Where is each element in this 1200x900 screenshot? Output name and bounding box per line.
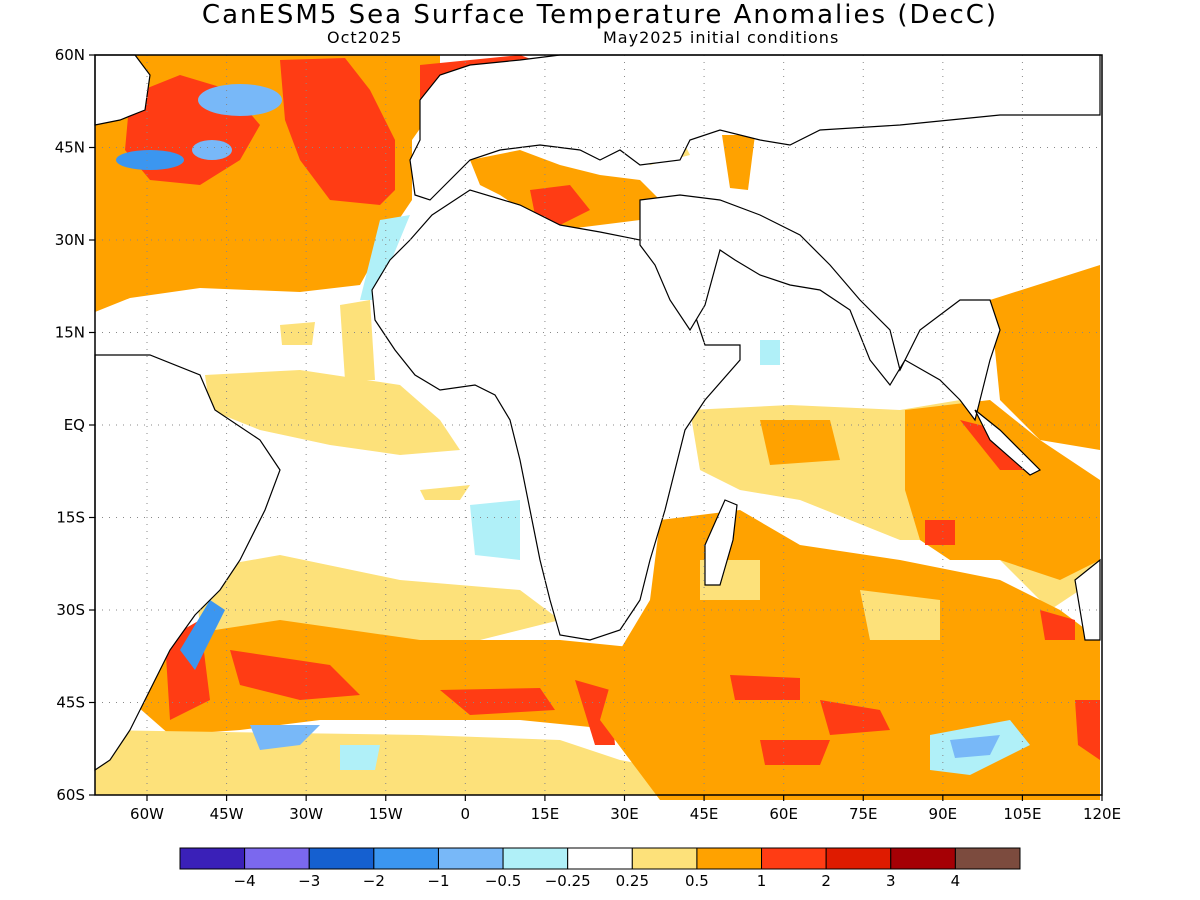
lon-tick-label: 120E [1083,805,1121,823]
land-masses [94,54,1101,772]
lat-tick-label: 45S [56,694,85,712]
colorbar-swatch [502,847,569,870]
lat-tick-label: 60N [55,46,85,64]
colorbar-label: 3 [886,872,896,890]
lon-tick-label: 30E [610,805,639,823]
colorbar-swatch [631,847,698,870]
lat-tick-label: 30S [56,601,85,619]
colorbar-label: 0.25 [616,872,649,890]
lat-tick-label: 60S [56,786,85,804]
colorbar-swatch [567,847,633,870]
lon-tick-label: 15W [369,805,403,823]
lon-tick-label: 45E [690,805,719,823]
anomaly-field [95,55,1100,800]
colorbar-label: −0.25 [545,872,591,890]
colorbar-swatch [179,847,246,870]
colorbar-swatch [437,847,504,870]
colorbar-swatch [954,847,1021,870]
colorbar-label: −2 [363,872,385,890]
south-america-outline [94,354,281,772]
lon-tick-label: 60W [130,805,164,823]
valid-month-label: Oct2025 [327,28,403,47]
colorbar-label: −0.5 [485,872,521,890]
colorbar-label: 0.5 [685,872,709,890]
colorbar-label: 1 [757,872,767,890]
madagascar-outline [704,499,738,586]
australia-outline [1074,558,1101,641]
colorbar-swatch [244,847,310,870]
lon-tick-label: 75E [849,805,878,823]
initial-conditions-label: May2025 initial conditions [603,28,840,47]
lon-tick-label: 105E [1003,805,1041,823]
map-title: CanESM5 Sea Surface Temperature Anomalie… [201,0,999,30]
middle-east-outline [639,194,1001,422]
lon-tick-label: 0 [461,805,471,823]
lon-tick-label: 45W [210,805,244,823]
colorbar-label: 4 [951,872,961,890]
lon-tick-label: 90E [929,805,958,823]
colorbar-label: 2 [821,872,831,890]
colorbar-swatch [373,847,439,870]
colorbar-label: −4 [234,872,256,890]
lat-tick-label: 30N [55,231,85,249]
colorbar-swatch [696,847,763,870]
colorbar-swatch [308,847,375,870]
map-gridlines [95,55,1102,795]
colorbar-label: −1 [427,872,449,890]
colorbar: −4 −3 −2 −1 −0.5 −0.25 0.25 0.5 1 2 3 4 [179,847,1021,890]
sumatra-outline [974,409,1042,476]
lat-tick-label: EQ [64,416,85,434]
lat-tick-label: 15N [55,324,85,342]
lat-tick-label: 45N [55,139,85,157]
colorbar-label: −3 [298,872,320,890]
colorbar-swatch [890,847,956,870]
lon-tick-label: 30W [289,805,323,823]
lon-tick-label: 60E [769,805,798,823]
map-axes: 60N 45N 30N 15N EQ 15S 30S 45S 60S 60W 45W 30W 15W 0 1… [55,46,1121,823]
colorbar-swatch [761,847,827,870]
colorbar-swatch [825,847,892,870]
lon-tick-label: 15E [531,805,560,823]
lat-tick-label: 15S [56,509,85,527]
